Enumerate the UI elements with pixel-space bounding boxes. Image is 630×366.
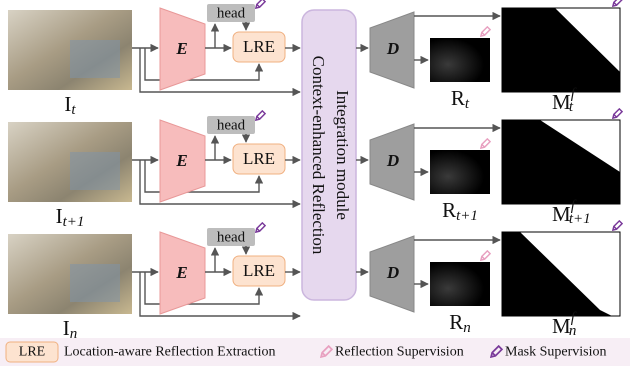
input-image-detail xyxy=(70,40,120,78)
reflection-label: Rt+1 xyxy=(442,198,478,225)
mask-icon xyxy=(613,221,622,230)
label-sub: n xyxy=(569,323,577,339)
reflection-label: Rt xyxy=(451,86,470,113)
label-sub: t+1 xyxy=(456,208,478,224)
mask-icon xyxy=(256,223,265,232)
reflection-image xyxy=(430,262,490,306)
label-sub: t xyxy=(465,96,470,112)
label-sub: t+1 xyxy=(569,211,591,227)
legend-mask: Mask Supervision xyxy=(505,345,607,360)
head-label: head xyxy=(217,229,246,245)
label-sub: t xyxy=(71,102,76,118)
encoder-label: E xyxy=(175,151,187,170)
legend-lre-text: Location-aware Reflection Extraction xyxy=(64,345,275,360)
reflection-icon xyxy=(481,251,490,260)
page: {"rows": [ {"encoder": "E", "head": "hea… xyxy=(0,0,630,366)
decoder-label: D xyxy=(386,39,399,58)
diagram: Context-enhanced Reflection Integration … xyxy=(0,0,630,366)
label-base: I xyxy=(63,316,70,340)
module-line: Context-enhanced Reflection xyxy=(309,56,328,255)
mask-icon xyxy=(256,0,265,8)
label-sub: t+1 xyxy=(63,214,85,230)
lre-label: LRE xyxy=(243,261,275,280)
decoder-label: D xyxy=(386,151,399,170)
legend-reflection: Reflection Supervision xyxy=(335,345,464,360)
mask-icon xyxy=(613,0,622,6)
input-label: It+1 xyxy=(56,204,85,231)
reflection-icon xyxy=(481,27,490,36)
reflection-icon xyxy=(481,139,490,148)
decoder-label: D xyxy=(386,263,399,282)
label-base: R xyxy=(449,310,463,334)
lre-label: LRE xyxy=(243,37,275,56)
legend: LRE Location-aware Reflection Extraction… xyxy=(0,338,630,366)
reflection-image xyxy=(430,150,490,194)
input-label: It xyxy=(64,92,76,119)
input-image-detail xyxy=(70,152,120,190)
lre-label: LRE xyxy=(243,149,275,168)
label-base: R xyxy=(451,86,465,110)
legend-lre-key-text: LRE xyxy=(19,345,45,360)
encoder-label: E xyxy=(175,263,187,282)
label-base: I xyxy=(56,204,63,228)
label-base: R xyxy=(442,198,456,222)
head-label: head xyxy=(217,117,246,133)
mask-icon xyxy=(256,111,265,120)
head-label: head xyxy=(217,5,246,21)
input-image-detail xyxy=(70,264,120,302)
reflection-image xyxy=(430,38,490,82)
label-sub: n xyxy=(463,320,471,336)
reflection-label: Rn xyxy=(449,310,471,337)
encoder-label: E xyxy=(175,39,187,58)
module-line: Integration module xyxy=(333,90,352,220)
mask-icon xyxy=(613,109,622,118)
label-base: I xyxy=(64,92,71,116)
